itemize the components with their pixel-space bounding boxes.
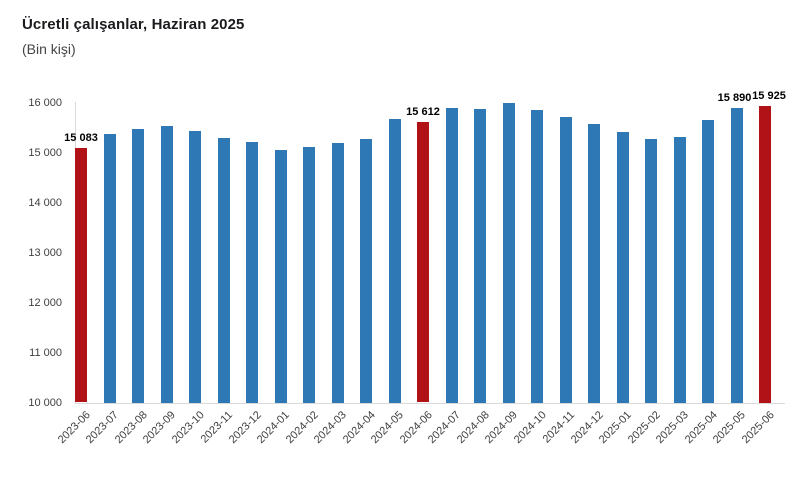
bar-2025-02	[645, 138, 657, 403]
bar-2025-04	[702, 120, 714, 403]
y-tick-11000: 11 000	[29, 346, 62, 359]
bar-2023-10	[189, 130, 201, 403]
bar-2025-01	[616, 132, 629, 403]
bar-2024-08	[474, 108, 486, 403]
bar-2024-07	[445, 107, 458, 403]
bar-2024-09	[502, 103, 515, 403]
y-tick-14000: 14 000	[28, 196, 62, 209]
data-label-2023-06: 15 083	[64, 132, 98, 145]
y-tick-16000: 16 000	[28, 96, 62, 109]
y-tick-10000: 10 000	[28, 396, 62, 409]
bar-2024-10	[531, 110, 543, 403]
data-label-2024-06: 15 612	[406, 105, 440, 118]
bar-2023-09	[160, 125, 173, 403]
bar-2024-11	[559, 116, 572, 403]
bar-2024-02	[303, 147, 315, 403]
bar-2023-07	[103, 134, 116, 403]
bar-2024-01	[274, 149, 287, 403]
chart-subtitle: (Bin kişi)	[22, 41, 76, 57]
bar-2024-04	[360, 138, 372, 403]
bar-2025-05	[730, 108, 743, 403]
y-tick-12000: 12 000	[28, 296, 62, 309]
bar-2024-05	[388, 119, 401, 403]
data-label-2025-06: 15 925	[752, 90, 786, 103]
chart-title: Ücretli çalışanlar, Haziran 2025	[22, 16, 245, 33]
bar-2025-03	[673, 136, 686, 403]
data-label-2025-05: 15 890	[717, 92, 752, 104]
bar-2024-03	[331, 142, 344, 403]
bar-2023-06	[75, 148, 87, 403]
y-tick-13000: 13 000	[28, 246, 62, 259]
bar-2024-06	[417, 121, 429, 403]
bar-2023-08	[132, 129, 144, 403]
bar-2023-11	[217, 138, 230, 403]
bar-2023-12	[246, 141, 258, 403]
bar-2024-12	[588, 124, 600, 403]
bar-2025-06	[759, 106, 771, 403]
y-tick-15000: 15 000	[28, 146, 62, 159]
x-axis-line	[75, 402, 785, 404]
